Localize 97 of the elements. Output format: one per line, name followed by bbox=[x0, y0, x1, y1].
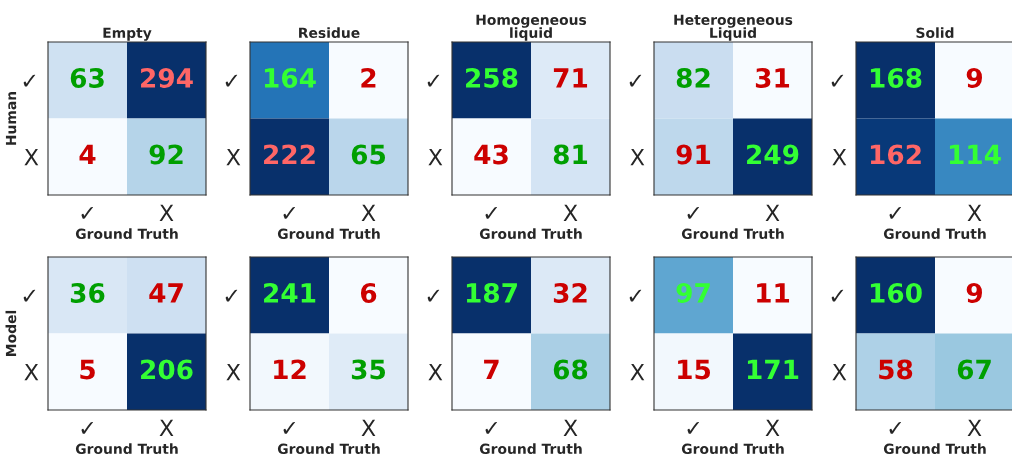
data-label: 82 bbox=[676, 67, 710, 88]
x-tick-label: ✓ bbox=[283, 206, 296, 219]
y-tick-label: ✓ bbox=[629, 74, 642, 87]
y-tick-label: X bbox=[630, 363, 645, 381]
data-label: 63 bbox=[70, 67, 104, 88]
data-label: 92 bbox=[149, 144, 183, 165]
chart-title: Heterogeneous Liquid bbox=[674, 14, 793, 41]
x-axis-title: Ground Truth bbox=[883, 443, 986, 455]
y-tick-label: X bbox=[226, 363, 241, 381]
y-tick-label: ✓ bbox=[23, 74, 36, 87]
data-label: 168 bbox=[870, 67, 922, 88]
x-tick-label: X bbox=[967, 204, 982, 221]
data-label: 47 bbox=[149, 283, 183, 303]
x-tick-label: X bbox=[563, 419, 578, 436]
data-label: 65 bbox=[351, 144, 386, 165]
data-label: 71 bbox=[553, 68, 588, 88]
x-tick-label: ✓ bbox=[687, 421, 700, 434]
data-label: 162 bbox=[870, 144, 921, 165]
data-label: 35 bbox=[351, 359, 386, 380]
data-label: 206 bbox=[141, 359, 193, 380]
y-tick-label: X bbox=[226, 148, 241, 166]
x-axis-title: Ground Truth bbox=[277, 443, 380, 455]
data-label: 68 bbox=[553, 359, 588, 380]
data-label: 9 bbox=[966, 67, 982, 88]
y-tick-label: ✓ bbox=[225, 74, 238, 87]
y-tick-label: X bbox=[428, 363, 443, 381]
data-label: 67 bbox=[957, 359, 991, 380]
data-label: 171 bbox=[747, 359, 799, 380]
y-tick-label: ✓ bbox=[629, 289, 642, 302]
x-tick-label: ✓ bbox=[687, 206, 700, 219]
data-label: 9 bbox=[966, 282, 982, 303]
data-label: 164 bbox=[264, 67, 316, 88]
chart-title: Residue bbox=[299, 27, 360, 39]
x-tick-label: ✓ bbox=[485, 206, 498, 219]
x-tick-label: X bbox=[361, 204, 376, 221]
y-tick-label: ✓ bbox=[831, 74, 844, 87]
x-tick-label: ✓ bbox=[81, 206, 94, 219]
x-tick-label: X bbox=[765, 204, 780, 221]
data-label: 222 bbox=[264, 144, 315, 165]
x-axis-title: Ground Truth bbox=[277, 228, 380, 240]
x-tick-label: ✓ bbox=[81, 421, 94, 434]
data-label: 31 bbox=[755, 67, 790, 88]
data-label: 97 bbox=[676, 282, 710, 303]
x-axis-title: Ground Truth bbox=[681, 228, 784, 240]
chart-title: Solid bbox=[916, 27, 954, 39]
x-axis-title: Ground Truth bbox=[75, 228, 178, 240]
x-axis-title: Ground Truth bbox=[681, 443, 784, 455]
x-tick-label: X bbox=[563, 204, 578, 221]
y-tick-label: X bbox=[832, 148, 847, 166]
x-axis-title: Ground Truth bbox=[479, 443, 582, 455]
y-tick-label: X bbox=[24, 148, 39, 166]
data-label: 11 bbox=[757, 283, 790, 303]
data-label: 36 bbox=[70, 282, 105, 303]
chart-title: Homogeneous liquid bbox=[476, 14, 587, 41]
data-label: 160 bbox=[870, 282, 922, 303]
data-label: 6 bbox=[360, 282, 377, 303]
y-axis-title: Human bbox=[5, 91, 17, 145]
data-label: 7 bbox=[484, 359, 499, 380]
x-axis-title: Ground Truth bbox=[883, 228, 986, 240]
data-label: 5 bbox=[80, 359, 95, 380]
y-tick-label: X bbox=[24, 363, 39, 381]
chart-title: Empty bbox=[103, 27, 152, 41]
y-tick-label: X bbox=[832, 363, 847, 381]
data-label: 2 bbox=[361, 67, 376, 88]
data-label: 294 bbox=[141, 67, 193, 88]
y-tick-label: ✓ bbox=[831, 289, 844, 302]
data-label: 91 bbox=[676, 144, 711, 165]
data-label: 187 bbox=[466, 282, 517, 303]
data-label: 43 bbox=[474, 144, 508, 165]
data-label: 32 bbox=[553, 282, 587, 303]
x-tick-label: X bbox=[765, 419, 780, 436]
data-label: 58 bbox=[879, 359, 913, 380]
data-label: 4 bbox=[79, 144, 96, 165]
data-label: 12 bbox=[274, 359, 306, 380]
x-tick-label: ✓ bbox=[283, 421, 296, 434]
data-label: 15 bbox=[678, 359, 711, 380]
data-label: 241 bbox=[264, 282, 316, 303]
data-label: 81 bbox=[553, 144, 588, 165]
x-tick-label: X bbox=[159, 204, 174, 221]
x-axis-title: Ground Truth bbox=[479, 228, 582, 240]
data-label: 258 bbox=[466, 67, 518, 88]
y-tick-label: ✓ bbox=[427, 289, 440, 302]
x-tick-label: ✓ bbox=[889, 206, 902, 219]
data-label: 249 bbox=[747, 144, 799, 165]
y-tick-label: ✓ bbox=[225, 289, 238, 302]
y-axis-title: Model bbox=[5, 310, 17, 356]
x-tick-label: ✓ bbox=[889, 421, 902, 434]
y-tick-label: ✓ bbox=[427, 74, 440, 87]
x-tick-label: X bbox=[967, 419, 982, 436]
x-tick-label: X bbox=[361, 419, 376, 436]
x-axis-title: Ground Truth bbox=[75, 443, 178, 455]
x-tick-label: ✓ bbox=[485, 421, 498, 434]
x-tick-label: X bbox=[159, 419, 174, 436]
y-tick-label: X bbox=[428, 148, 443, 166]
data-label: 114 bbox=[949, 144, 1001, 165]
y-tick-label: ✓ bbox=[23, 289, 36, 302]
y-tick-label: X bbox=[630, 148, 645, 166]
